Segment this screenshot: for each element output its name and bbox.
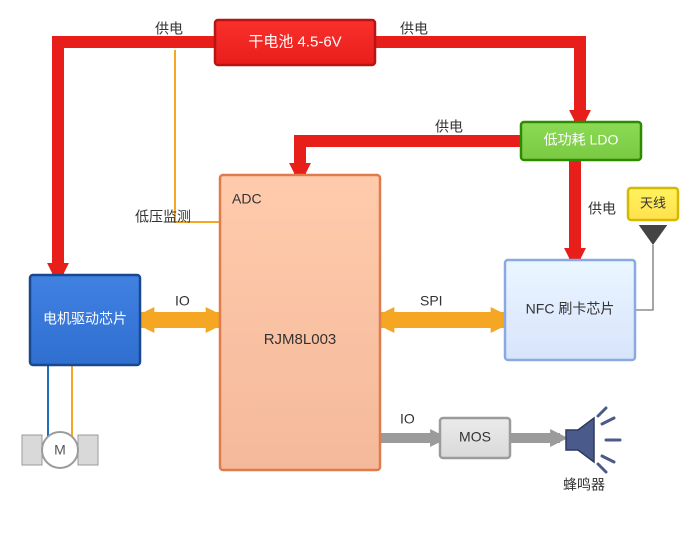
node-mcu [220,175,380,470]
svg-text:供电: 供电 [588,201,616,217]
svg-text:天线: 天线 [640,195,666,210]
pwr-ldo-mcu [300,141,521,175]
pwr-batt-ldo [375,42,580,122]
lowv-monitor [175,50,220,222]
svg-text:SPI: SPI [420,293,443,309]
svg-text:MOS: MOS [459,429,491,445]
buzzer-icon [566,408,620,472]
svg-text:IO: IO [175,293,190,309]
motor-endcap-l [22,435,42,465]
svg-text:RJM8L003: RJM8L003 [264,331,337,348]
block-diagram: 供电供电供电供电低压监测IOSPIIO干电池 4.5-6V低功耗 LDORJM8… [0,0,693,539]
svg-text:供电: 供电 [435,119,463,135]
svg-text:ADC: ADC [232,191,262,207]
svg-text:供电: 供电 [400,21,428,37]
svg-text:低压监测: 低压监测 [135,209,191,225]
svg-text:M: M [54,442,66,458]
motor-endcap-r [78,435,98,465]
svg-text:干电池 4.5-6V: 干电池 4.5-6V [248,33,341,50]
svg-text:NFC 刷卡芯片: NFC 刷卡芯片 [526,301,615,317]
svg-text:供电: 供电 [155,21,183,37]
svg-text:电机驱动芯片: 电机驱动芯片 [43,311,127,327]
ant-to-nfc [635,245,653,310]
svg-text:低功耗 LDO: 低功耗 LDO [544,132,619,148]
antenna-icon [639,225,668,245]
svg-text:IO: IO [400,411,415,427]
pwr-batt-motor [58,42,215,275]
svg-text:蜂鸣器: 蜂鸣器 [563,477,605,493]
